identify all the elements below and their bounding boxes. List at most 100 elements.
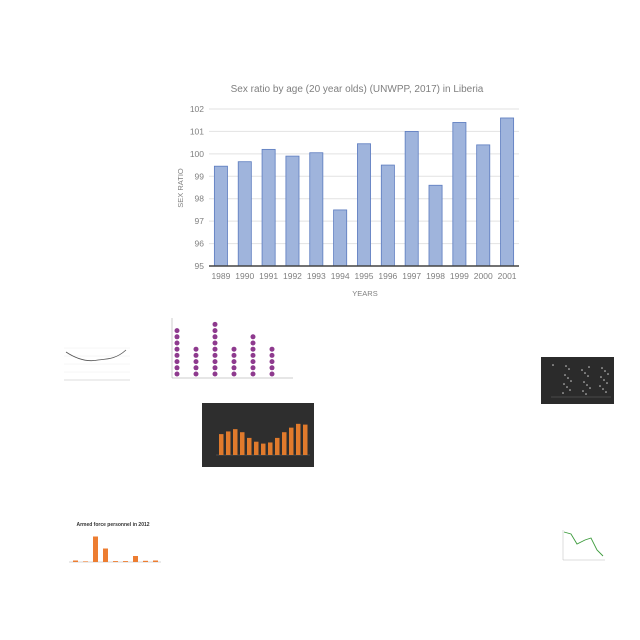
thumb-dot — [269, 365, 275, 371]
thumb-dot — [231, 365, 237, 371]
thumb-dot — [174, 340, 180, 346]
x-tick-label: 1999 — [450, 271, 469, 281]
thumb-dot — [193, 346, 199, 352]
thumb-bar — [123, 561, 128, 562]
y-tick-label: 99 — [195, 171, 205, 181]
x-tick-label: 1992 — [283, 271, 302, 281]
chart-title: Sex ratio by age (20 year olds) (UNWPP, … — [231, 84, 484, 95]
thumb-dot — [193, 371, 199, 377]
thumb-bar — [219, 434, 224, 455]
thumb-bar — [247, 437, 252, 455]
thumb-point — [601, 367, 603, 369]
thumb-dot — [250, 340, 256, 346]
thumb-bar — [282, 432, 287, 455]
thumb-bar — [303, 424, 308, 455]
thumbnail-scatter-chart — [541, 357, 614, 404]
bar-1996 — [380, 164, 395, 267]
thumb-dot — [174, 346, 180, 352]
thumb-dot — [174, 359, 180, 365]
thumb-bar — [103, 548, 108, 562]
thumb-bar — [296, 423, 301, 455]
thumb-bar — [268, 442, 273, 455]
thumbnail-line-chart — [52, 340, 132, 396]
thumb-dot — [193, 365, 199, 371]
y-tick-label: 97 — [195, 216, 205, 226]
y-tick-label: 102 — [190, 104, 204, 114]
thumb-bar — [73, 560, 78, 562]
thumb-dot — [269, 359, 275, 365]
bar-1990 — [237, 161, 252, 267]
x-tick-label: 2001 — [498, 271, 517, 281]
thumb-point — [581, 369, 583, 371]
thumb-dot — [212, 352, 218, 358]
thumb-dot — [269, 352, 275, 358]
y-axis-label: SEX RATIO — [176, 168, 185, 208]
thumb-dot — [212, 346, 218, 352]
thumb-dot — [193, 352, 199, 358]
thumb-point — [563, 383, 565, 385]
thumb-point — [564, 374, 566, 376]
thumb-bar — [93, 536, 98, 562]
bar-2001 — [500, 117, 515, 267]
x-tick-label: 1997 — [402, 271, 421, 281]
thumb-point — [587, 375, 589, 377]
thumb-dot — [212, 321, 218, 327]
y-tick-label: 95 — [195, 261, 205, 271]
thumb-point — [585, 393, 587, 395]
thumb-point — [562, 392, 564, 394]
bar-2000 — [476, 144, 491, 267]
thumbnail-dot-chart — [148, 312, 298, 387]
bar-1989 — [213, 165, 228, 267]
thumbnail-green-line-chart — [555, 524, 607, 568]
thumb-point — [566, 386, 568, 388]
bar-1992 — [285, 155, 300, 267]
bar-1993 — [309, 152, 324, 267]
thumb-point — [605, 391, 607, 393]
thumb-bar — [261, 443, 266, 455]
x-tick-label: 1990 — [235, 271, 254, 281]
thumb-bar — [153, 560, 158, 562]
y-tick-label: 100 — [190, 149, 204, 159]
thumb-dot — [250, 365, 256, 371]
thumb-bar — [233, 429, 238, 455]
bar-1991 — [261, 148, 276, 267]
thumb-point — [586, 384, 588, 386]
bar-1999 — [452, 122, 467, 267]
thumb-point — [602, 388, 604, 390]
x-tick-label: 1994 — [331, 271, 350, 281]
thumb-dot — [174, 352, 180, 358]
x-axis-label: YEARS — [352, 289, 377, 298]
thumb-bar — [240, 432, 245, 455]
x-tick-label: 1996 — [378, 271, 397, 281]
thumb-dot — [174, 328, 180, 334]
thumb-bar — [133, 556, 138, 562]
bar-1994 — [333, 209, 348, 267]
thumb-point — [583, 381, 585, 383]
thumb-bar — [113, 561, 118, 562]
x-tick-label: 1993 — [307, 271, 326, 281]
thumb-point — [570, 380, 572, 382]
y-tick-label: 98 — [195, 194, 205, 204]
thumb-bar — [254, 441, 259, 455]
thumb-dot — [174, 371, 180, 377]
thumb-bar — [143, 560, 148, 562]
thumb-point — [582, 390, 584, 392]
bar-1998 — [428, 184, 443, 267]
y-tick-label: 96 — [195, 239, 205, 249]
y-tick-labels: 95 96 97 98 99 100 101 102 — [190, 104, 204, 271]
y-tick-label: 101 — [190, 126, 204, 136]
thumb-point — [606, 382, 608, 384]
bar-1997 — [404, 131, 419, 267]
thumb-dot — [250, 371, 256, 377]
thumbnail-armed-force-chart: Armed force personnel in 2012 — [55, 520, 165, 598]
thumb-dot — [250, 359, 256, 365]
thumb-dot — [212, 334, 218, 340]
thumb-dot — [231, 346, 237, 352]
thumb-point — [584, 372, 586, 374]
thumb-bar — [275, 437, 280, 455]
x-tick-labels: 1989 1990 1991 1992 1993 1994 1995 1996 1997 1998… — [211, 271, 516, 281]
x-tick-label: 1998 — [426, 271, 445, 281]
thumb-dot — [269, 371, 275, 377]
thumb-dot — [212, 365, 218, 371]
thumb-dot — [250, 346, 256, 352]
